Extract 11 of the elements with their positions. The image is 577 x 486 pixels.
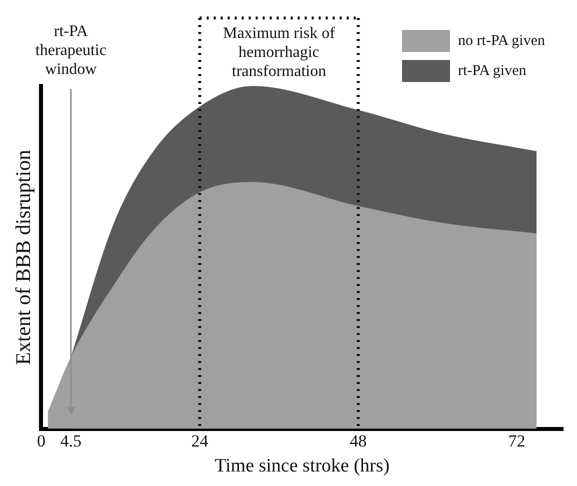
legend-label: no rt-PA given — [458, 32, 545, 50]
x-tick-label: 72 — [508, 431, 526, 450]
text: Maximum risk of hemorrhagic transformation — [222, 25, 336, 80]
x-tick-label: 24 — [191, 431, 209, 450]
x-axis-title: Time since stroke (hrs) — [214, 456, 390, 477]
y-axis-title: Extent of BBB disruption — [11, 149, 36, 366]
ref-line-label: rt-PA therapeutic window — [35, 23, 106, 78]
x-tick-label: 48 — [350, 431, 367, 450]
legend-label: rt-PA given — [458, 62, 526, 80]
x-tick-label: 0 — [36, 431, 46, 450]
x-tick-label: 4.5 — [60, 431, 82, 450]
